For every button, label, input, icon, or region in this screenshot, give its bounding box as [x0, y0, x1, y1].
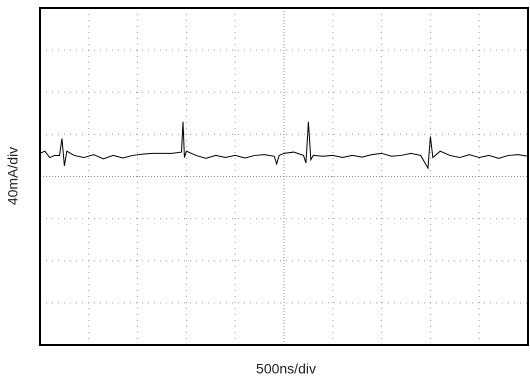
trace — [39, 121, 529, 170]
x-axis-label: 500ns/div — [256, 361, 316, 377]
y-axis-label: 40mA/div — [5, 147, 21, 205]
plot-frame — [39, 7, 529, 346]
